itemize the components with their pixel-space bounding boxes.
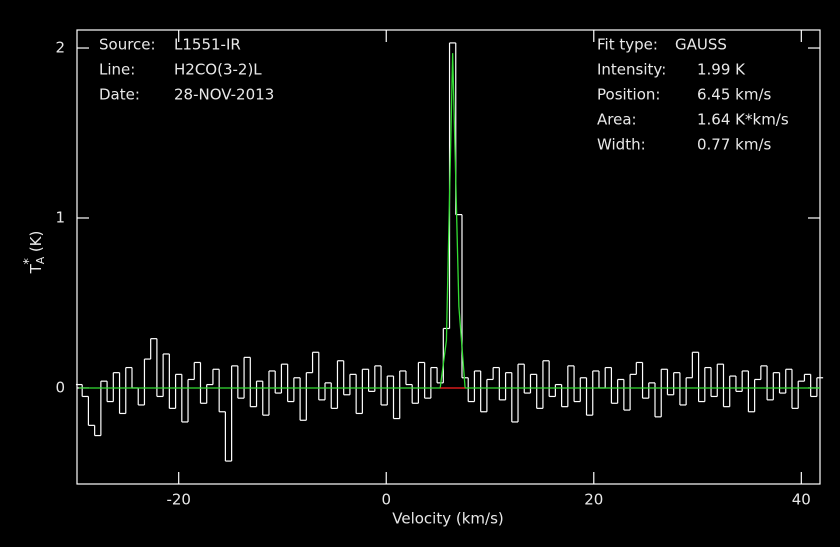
y-label-sub: A xyxy=(34,256,47,264)
info-value: 6.45 km/s xyxy=(697,86,772,104)
x-tick-label: 40 xyxy=(792,491,811,509)
y-label-symbol: T xyxy=(27,263,45,274)
info-value: 0.77 km/s xyxy=(697,136,772,154)
info-label: Area: xyxy=(597,111,637,129)
info-value: L1551-IR xyxy=(174,36,241,54)
y-tick-label: 2 xyxy=(55,39,65,57)
y-tick-label: 1 xyxy=(55,208,65,226)
y-axis-label: TA* (K) xyxy=(22,231,48,275)
x-tick-label: 20 xyxy=(584,491,603,509)
plot-frame xyxy=(76,29,821,485)
info-label: Source: xyxy=(99,36,156,54)
info-value: 1.64 K*km/s xyxy=(697,111,789,129)
info-label: Position: xyxy=(597,86,660,104)
info-value: 1.99 K xyxy=(697,61,746,79)
y-tick-label: 0 xyxy=(55,378,65,396)
info-label: Fit type: xyxy=(597,36,658,54)
x-tick-label: -20 xyxy=(166,491,191,509)
info-value: H2CO(3-2)L xyxy=(174,61,262,79)
info-label: Date: xyxy=(99,86,140,104)
info-label: Intensity: xyxy=(597,61,666,79)
x-tick-label: 0 xyxy=(381,491,391,509)
y-label-unit: (K) xyxy=(27,231,45,253)
x-axis-label: Velocity (km/s) xyxy=(392,510,503,528)
info-value: 28-NOV-2013 xyxy=(174,86,274,104)
y-label-sup: * xyxy=(22,258,37,265)
info-label: Width: xyxy=(597,136,646,154)
info-value: GAUSS xyxy=(675,36,727,54)
info-label: Line: xyxy=(99,61,135,79)
